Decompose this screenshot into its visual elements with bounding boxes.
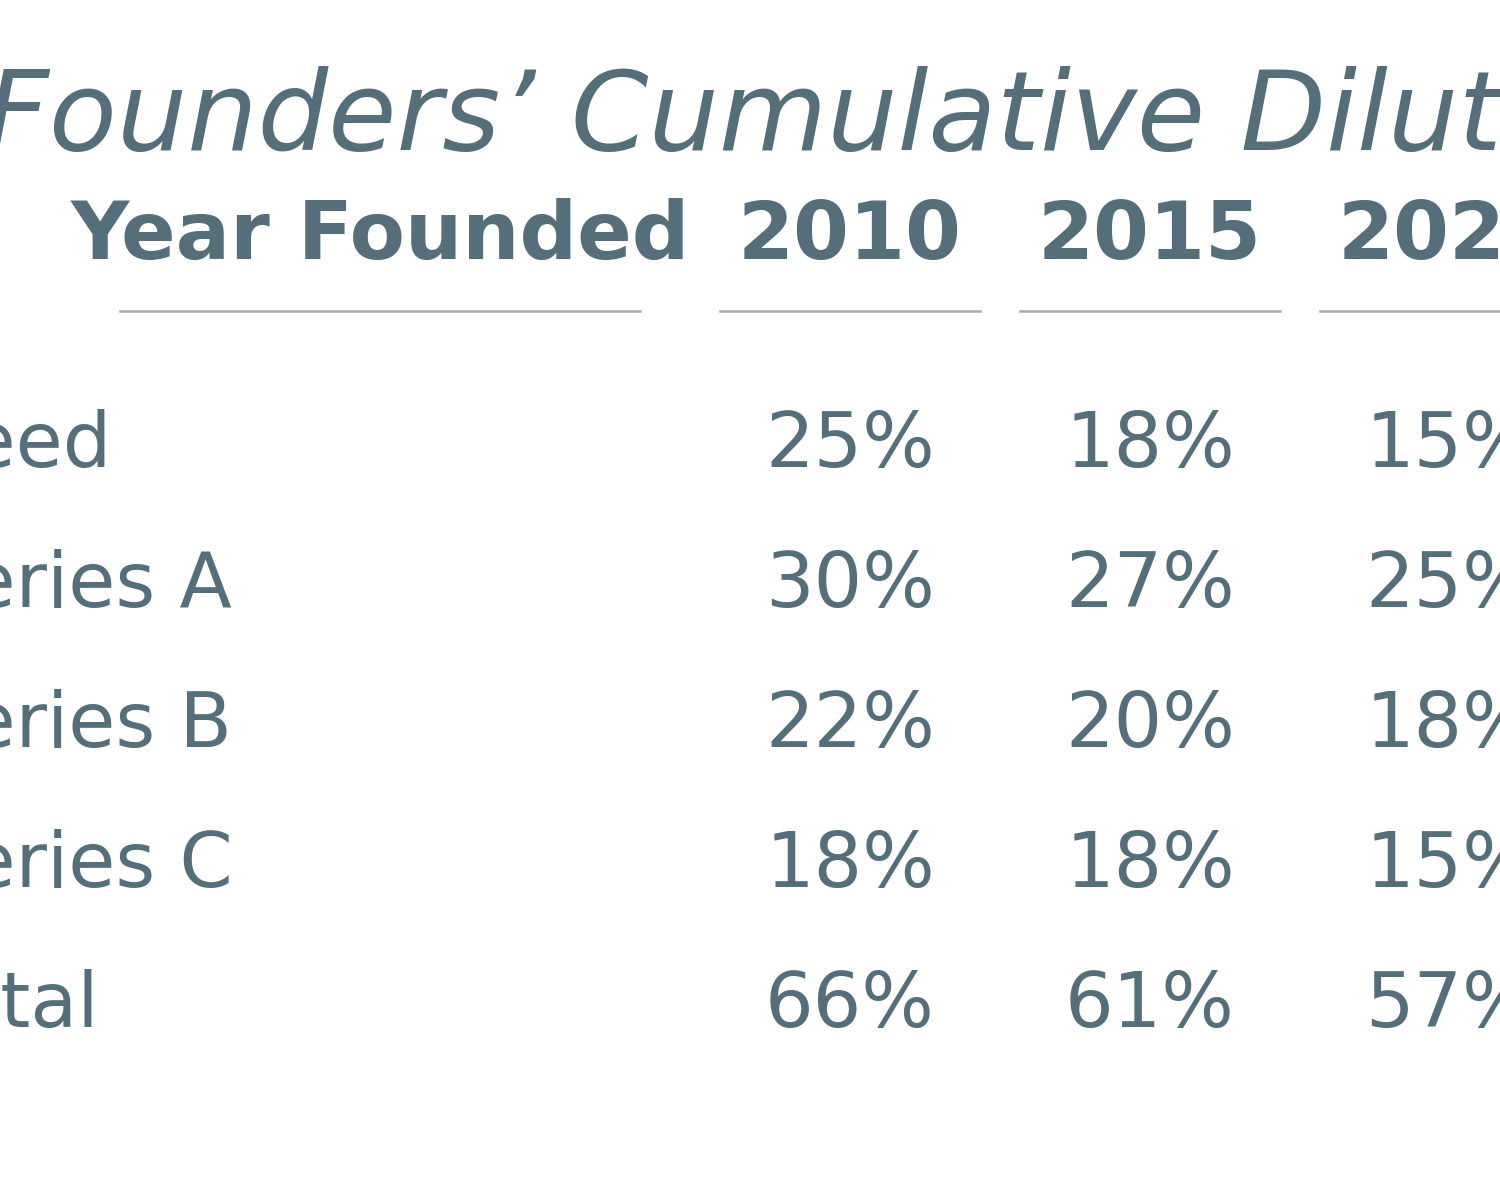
Text: Seed: Seed [0,409,111,483]
Text: 2020: 2020 [1338,199,1500,276]
Text: 20%: 20% [1065,689,1234,763]
Text: 30%: 30% [765,549,934,623]
Text: Series B: Series B [0,689,232,763]
Text: Series C: Series C [0,829,232,903]
Text: 18%: 18% [765,829,934,903]
Text: 18%: 18% [1365,689,1500,763]
Text: 15%: 15% [1365,409,1500,483]
Text: 25%: 25% [1365,549,1500,623]
Text: 57%: 57% [1365,969,1500,1043]
Text: 18%: 18% [1065,409,1234,483]
Text: Series A: Series A [0,549,231,623]
Text: 2010: 2010 [738,199,962,276]
Text: 22%: 22% [765,689,934,763]
Text: Total: Total [0,969,99,1043]
Text: 18%: 18% [1065,829,1234,903]
Text: 61%: 61% [1065,969,1234,1043]
Text: Founders’ Cumulative Dilution: Founders’ Cumulative Dilution [0,66,1500,173]
Text: 27%: 27% [1065,549,1234,623]
Text: Year Founded: Year Founded [70,199,690,276]
Text: 15%: 15% [1365,829,1500,903]
Text: 2015: 2015 [1038,199,1262,276]
Text: 66%: 66% [765,969,934,1043]
Text: 25%: 25% [765,409,934,483]
